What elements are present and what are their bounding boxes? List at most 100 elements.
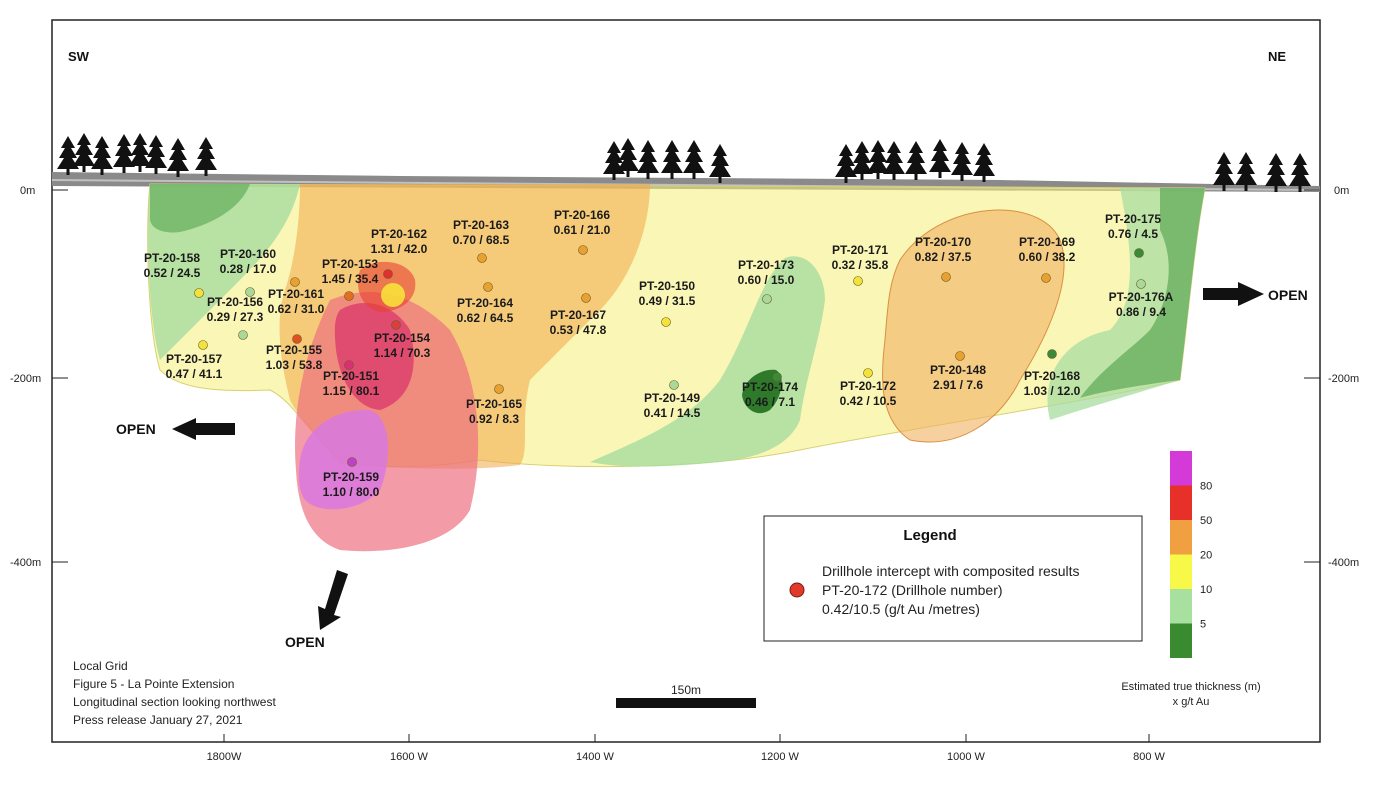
drillhole-id: PT-20-167 xyxy=(550,308,606,322)
drillhole-marker xyxy=(941,272,951,282)
drillhole-id: PT-20-161 xyxy=(268,287,324,301)
drillhole-marker xyxy=(853,276,863,286)
drillhole-result: 1.31 / 42.0 xyxy=(371,242,428,256)
drillhole-result: 0.41 / 14.5 xyxy=(644,406,701,420)
drillhole-id: PT-20-154 xyxy=(374,331,430,345)
drillhole-marker xyxy=(477,253,487,263)
colorbar: 80 50 20 10 5 xyxy=(1170,451,1212,658)
info-press-release: Press release January 27, 2021 xyxy=(73,713,243,727)
easting-label-1400: 1400 W xyxy=(576,751,615,763)
direction-ne: NE xyxy=(1268,49,1286,64)
drillhole-result: 1.03 / 12.0 xyxy=(1024,384,1081,398)
drillhole-id: PT-20-157 xyxy=(166,352,222,366)
drillhole-id: PT-20-171 xyxy=(832,243,888,257)
drillhole-marker xyxy=(383,269,393,279)
open-arrow-down: OPEN xyxy=(285,570,348,650)
drillhole-marker xyxy=(863,368,873,378)
info-figure-title: Figure 5 - La Pointe Extension xyxy=(73,677,234,691)
drillhole-result: 0.42 / 10.5 xyxy=(840,394,897,408)
drillhole-result: 0.62 / 64.5 xyxy=(457,311,514,325)
open-arrow-east: OPEN xyxy=(1203,282,1308,306)
drillhole-id: PT-20-153 xyxy=(322,257,378,271)
drillhole-result: 0.49 / 31.5 xyxy=(639,294,696,308)
scale-bar-label: 150m xyxy=(671,683,701,697)
drillhole-id: PT-20-160 xyxy=(220,247,276,261)
legend-line-2: PT-20-172 (Drillhole number) xyxy=(822,582,1003,598)
drillhole-marker xyxy=(581,293,591,303)
drillhole-result: 0.70 / 68.5 xyxy=(453,233,510,247)
drillhole-result: 1.45 / 35.4 xyxy=(322,272,379,286)
depth-label-right-200: -200m xyxy=(1328,373,1359,385)
drillhole-result: 0.28 / 17.0 xyxy=(220,262,277,276)
colorbar-tick-label: 10 xyxy=(1200,584,1212,596)
open-label-down: OPEN xyxy=(285,634,325,650)
drillhole-marker xyxy=(1041,273,1051,283)
drillhole-marker xyxy=(292,334,302,344)
info-grid: Local Grid xyxy=(73,659,128,673)
drillhole-result: 0.29 / 27.3 xyxy=(207,310,264,324)
legend-title: Legend xyxy=(903,527,956,544)
drillhole-result: 1.03 / 53.8 xyxy=(266,358,323,372)
drillhole-id: PT-20-164 xyxy=(457,296,513,310)
drillhole-marker xyxy=(347,457,357,467)
drillhole-id: PT-20-148 xyxy=(930,363,986,377)
drillhole-id: PT-20-170 xyxy=(915,235,971,249)
drillhole-id: PT-20-158 xyxy=(144,251,200,265)
open-arrow-west: OPEN xyxy=(116,418,235,440)
depth-label-left-0: 0m xyxy=(20,185,35,197)
drillhole-marker xyxy=(762,294,772,304)
drillhole-result: 0.52 / 24.5 xyxy=(144,266,201,280)
drillhole-result: 2.91 / 7.6 xyxy=(933,378,983,392)
drillhole-result: 1.10 / 80.0 xyxy=(323,485,380,499)
easting-label-1200: 1200 W xyxy=(761,751,800,763)
drillhole-marker xyxy=(344,360,354,370)
drillhole-result: 0.76 / 4.5 xyxy=(1108,227,1158,241)
colorbar-segment xyxy=(1170,589,1192,624)
drillhole-id: PT-20-155 xyxy=(266,343,322,357)
depth-label-right-0: 0m xyxy=(1334,185,1349,197)
drillhole-id: PT-20-168 xyxy=(1024,369,1080,383)
drillhole-marker xyxy=(578,245,588,255)
drillhole-id: PT-20-159 xyxy=(323,470,379,484)
drillhole-pt-20-160: PT-20-1600.28 / 17.0 xyxy=(220,247,277,297)
direction-sw: SW xyxy=(68,49,90,64)
legend-line-3: 0.42/10.5 (g/t Au /metres) xyxy=(822,601,980,617)
depth-label-left-200: -200m xyxy=(10,373,41,385)
drillhole-marker xyxy=(955,351,965,361)
colorbar-caption-2: x g/t Au xyxy=(1173,696,1210,708)
drillhole-id: PT-20-176A xyxy=(1109,290,1174,304)
easting-label-1000: 1000 W xyxy=(947,751,986,763)
easting-axis: 1800W 1600 W 1400 W 1200 W 1000 W 800 W xyxy=(207,734,1166,763)
colorbar-segment xyxy=(1170,554,1192,589)
open-label-west: OPEN xyxy=(116,421,156,437)
drillhole-id: PT-20-173 xyxy=(738,258,794,272)
drillhole-result: 0.82 / 37.5 xyxy=(915,250,972,264)
scale-bar: 150m xyxy=(616,683,756,708)
drillhole-marker xyxy=(238,330,248,340)
colorbar-tick-label: 5 xyxy=(1200,619,1206,631)
drillhole-marker xyxy=(1134,248,1144,258)
legend: Legend Drillhole intercept with composit… xyxy=(763,515,1143,642)
drillhole-result: 0.46 / 7.1 xyxy=(745,395,795,409)
drillhole-marker xyxy=(483,282,493,292)
depth-label-right-400: -400m xyxy=(1328,557,1359,569)
drillhole-marker xyxy=(772,372,782,382)
drillhole-id: PT-20-149 xyxy=(644,391,700,405)
drillhole-result: 1.14 / 70.3 xyxy=(374,346,431,360)
drillhole-marker xyxy=(194,288,204,298)
drillhole-id: PT-20-166 xyxy=(554,208,610,222)
colorbar-segment xyxy=(1170,520,1192,555)
